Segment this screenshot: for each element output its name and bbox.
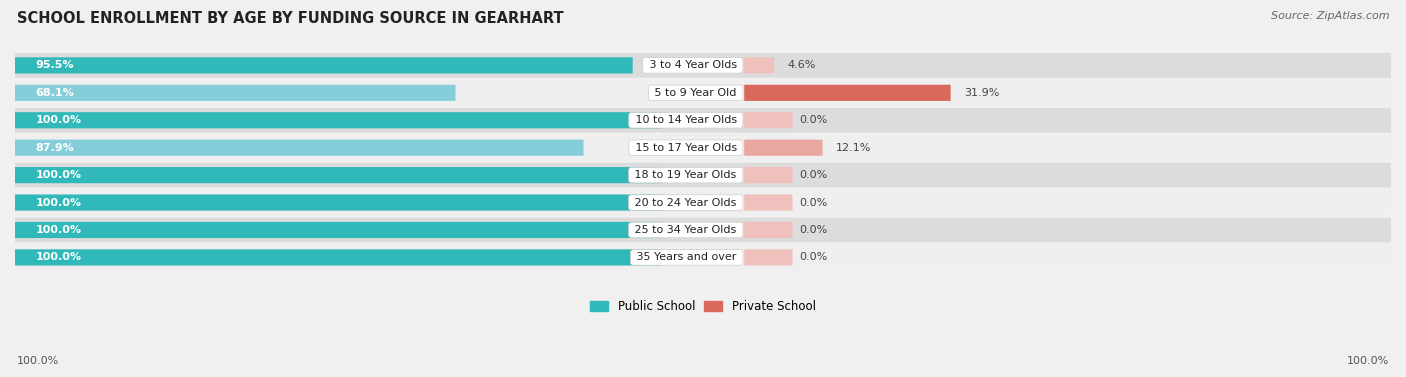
Text: 100.0%: 100.0% [35,170,82,180]
FancyBboxPatch shape [15,195,662,211]
Text: 18 to 19 Year Olds: 18 to 19 Year Olds [631,170,740,180]
FancyBboxPatch shape [15,139,583,156]
FancyBboxPatch shape [15,222,662,238]
FancyBboxPatch shape [15,85,456,101]
Text: 100.0%: 100.0% [35,253,82,262]
FancyBboxPatch shape [744,85,950,101]
Text: 0.0%: 0.0% [800,225,828,235]
Text: Source: ZipAtlas.com: Source: ZipAtlas.com [1271,11,1389,21]
Text: 87.9%: 87.9% [35,143,75,153]
FancyBboxPatch shape [15,108,1391,133]
FancyBboxPatch shape [744,167,793,183]
Text: 100.0%: 100.0% [17,356,59,366]
Text: 100.0%: 100.0% [1347,356,1389,366]
FancyBboxPatch shape [15,135,1391,160]
FancyBboxPatch shape [15,190,1391,215]
Text: 100.0%: 100.0% [35,198,82,208]
Text: 10 to 14 Year Olds: 10 to 14 Year Olds [631,115,740,125]
Text: 0.0%: 0.0% [800,115,828,125]
Text: 35 Years and over: 35 Years and over [633,253,740,262]
FancyBboxPatch shape [15,245,1391,270]
FancyBboxPatch shape [744,57,775,74]
FancyBboxPatch shape [15,80,1391,105]
Text: 20 to 24 Year Olds: 20 to 24 Year Olds [631,198,740,208]
FancyBboxPatch shape [744,195,793,211]
Text: 12.1%: 12.1% [837,143,872,153]
FancyBboxPatch shape [15,163,1391,187]
FancyBboxPatch shape [15,249,662,265]
FancyBboxPatch shape [744,222,793,238]
Text: 25 to 34 Year Olds: 25 to 34 Year Olds [631,225,740,235]
Text: 5 to 9 Year Old: 5 to 9 Year Old [651,88,740,98]
Text: 95.5%: 95.5% [35,60,75,70]
Text: 0.0%: 0.0% [800,253,828,262]
Text: 3 to 4 Year Olds: 3 to 4 Year Olds [645,60,740,70]
Text: 68.1%: 68.1% [35,88,75,98]
FancyBboxPatch shape [15,218,1391,242]
Text: 4.6%: 4.6% [787,60,815,70]
Text: 100.0%: 100.0% [35,225,82,235]
FancyBboxPatch shape [15,167,662,183]
FancyBboxPatch shape [744,139,823,156]
Text: 100.0%: 100.0% [35,115,82,125]
FancyBboxPatch shape [744,249,793,265]
Text: 15 to 17 Year Olds: 15 to 17 Year Olds [631,143,740,153]
Legend: Public School, Private School: Public School, Private School [586,295,820,317]
Text: 31.9%: 31.9% [965,88,1000,98]
Text: 0.0%: 0.0% [800,198,828,208]
Text: SCHOOL ENROLLMENT BY AGE BY FUNDING SOURCE IN GEARHART: SCHOOL ENROLLMENT BY AGE BY FUNDING SOUR… [17,11,564,26]
FancyBboxPatch shape [744,112,793,128]
FancyBboxPatch shape [15,112,662,128]
FancyBboxPatch shape [15,57,633,74]
FancyBboxPatch shape [15,53,1391,78]
Text: 0.0%: 0.0% [800,170,828,180]
